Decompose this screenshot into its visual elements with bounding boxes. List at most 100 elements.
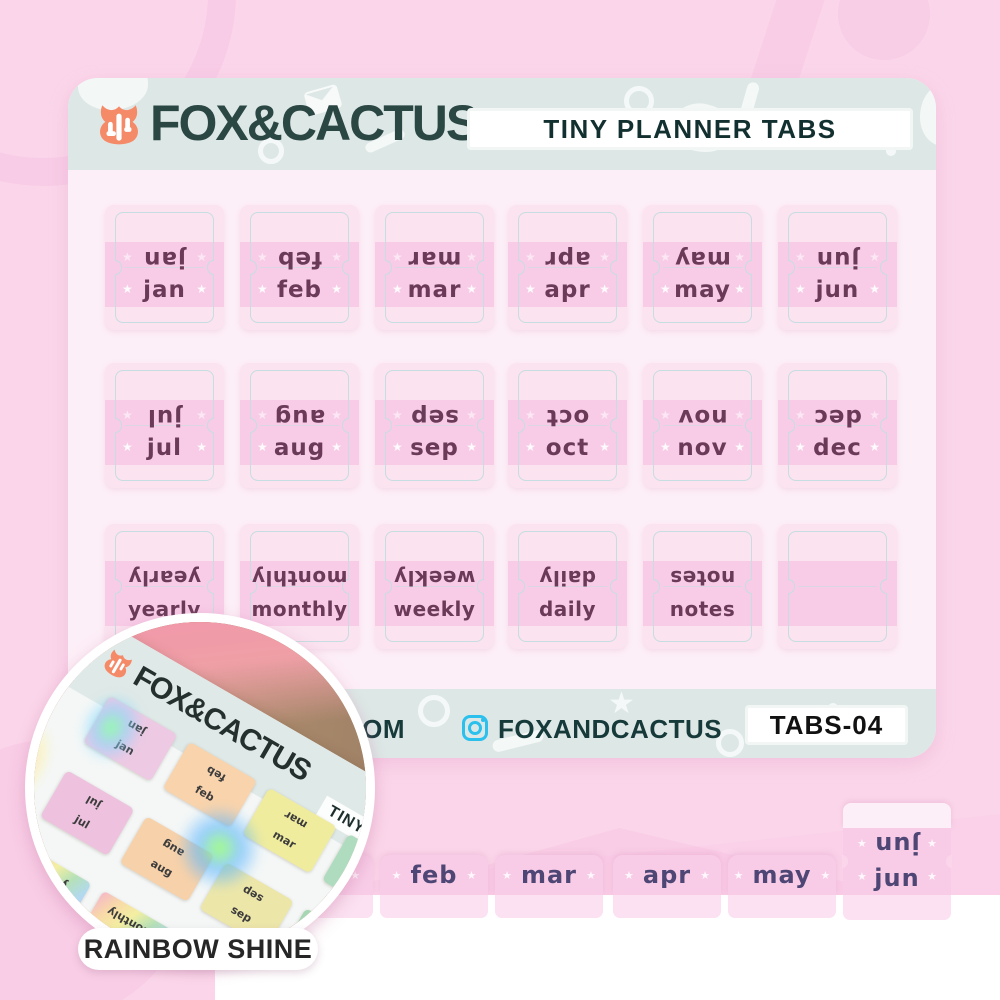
- sticker-fold-line: [528, 425, 607, 426]
- photo-sticker-sheet: FOX&CACTUS TINY PLANNER jan jan feb feb …: [34, 622, 366, 954]
- tab-label-mirrored: weekly: [393, 566, 476, 590]
- cut-notch: [477, 418, 484, 433]
- cut-notch: [745, 418, 752, 433]
- tab-label-mirrored: mar: [407, 246, 462, 272]
- sticker-fold-line: [528, 267, 607, 268]
- cut-notch: [880, 418, 887, 433]
- sticker-fold-line: [260, 425, 339, 426]
- star-icon: [466, 869, 476, 882]
- fox-cactus-logo-icon: [100, 105, 138, 145]
- sticker-tab-jan: jan jan: [105, 205, 224, 330]
- tab-label: nov: [677, 435, 728, 461]
- instagram-handle: FOXANDCACTUS: [498, 714, 723, 744]
- brand-logo-text: FOX&CACTUS: [150, 95, 479, 151]
- sticker-band: [643, 561, 762, 626]
- tab-label-mirrored: apr: [544, 246, 591, 272]
- tab-label-mirrored: nov: [677, 404, 728, 430]
- sticker-fold-line: [125, 425, 204, 426]
- sticker-tab-notes: notes notes: [643, 524, 762, 649]
- sticker-tab-aug: aug aug: [240, 363, 359, 488]
- cut-notch: [207, 260, 214, 275]
- tab-label: weekly: [393, 597, 476, 621]
- tab-label: may: [674, 277, 731, 303]
- mini-tab-jul: jul jul: [39, 770, 135, 856]
- sticker-fold-line: [663, 267, 742, 268]
- tab-label-mirrored: daily: [538, 566, 597, 590]
- cut-notch: [610, 260, 617, 275]
- tab-label: jun: [874, 864, 920, 892]
- sticker-fold-line: [663, 586, 742, 587]
- mockup-tab-mar: mar: [495, 855, 603, 918]
- tab-label-mirrored: aug: [273, 404, 326, 430]
- tab-label-mirrored: oct: [545, 404, 590, 430]
- sticker-tab-oct: oct oct: [508, 363, 627, 488]
- sticker-fold-line: [395, 586, 474, 587]
- mockup-tab-top: may: [728, 855, 836, 895]
- cut-notch: [610, 418, 617, 433]
- sticker-fold-line: [798, 425, 877, 426]
- mockup-tab-jun: jun jun: [842, 803, 952, 920]
- tab-label-mirrored: jun: [815, 246, 860, 272]
- tab-label: apr: [544, 277, 591, 303]
- tab-label: sep: [410, 435, 459, 461]
- sticker-tab-may: may may: [643, 205, 762, 330]
- mockup-tab-may: may: [728, 855, 836, 918]
- cut-notch: [880, 579, 887, 594]
- star-icon: [392, 869, 402, 882]
- sticker-fold-line: [395, 267, 474, 268]
- cut-notch: [477, 260, 484, 275]
- sticker-fold-line: [260, 267, 339, 268]
- tab-label: daily: [538, 597, 597, 621]
- tab-label: may: [752, 861, 812, 889]
- sticker-tab-daily: daily daily: [508, 524, 627, 649]
- tab-label-mirrored: notes: [669, 566, 736, 590]
- sticker-tab-jun: jun jun: [778, 205, 897, 330]
- mockup-tab-bottom: [843, 895, 951, 920]
- cut-notch: [880, 260, 887, 275]
- tab-label-mirrored: jan: [143, 246, 186, 272]
- cut-notch: [946, 855, 952, 868]
- cut-notch: [477, 579, 484, 594]
- mockup-tab-bottom: [728, 895, 836, 918]
- sticker-fold-line: [125, 267, 204, 268]
- tab-label: feb: [410, 861, 458, 889]
- sku-pill: TABS-04: [745, 705, 908, 745]
- sticker-tab-apr: apr apr: [508, 205, 627, 330]
- mockup-tab-top: apr: [613, 855, 721, 895]
- tab-label: oct: [545, 435, 590, 461]
- sticker-band: [240, 561, 359, 626]
- star-icon: [624, 869, 634, 882]
- cut-notch: [342, 418, 349, 433]
- mockup-tab-bottom: [380, 895, 488, 918]
- tab-label-mirrored: jul: [146, 404, 183, 430]
- sticker-fold-line: [528, 586, 607, 587]
- star-icon: [502, 869, 512, 882]
- sticker-tab-jul: jul jul: [105, 363, 224, 488]
- tab-label-mirrored: monthly: [251, 566, 348, 590]
- mockup-tab-liner: [843, 803, 951, 828]
- cut-notch: [342, 579, 349, 594]
- mockup-tab-bottom: [613, 895, 721, 918]
- tab-label-mirrored: may: [674, 246, 731, 272]
- sticker-fold-line: [395, 425, 474, 426]
- mockup-tab-top: mar: [495, 855, 603, 895]
- tab-label: mar: [520, 861, 578, 889]
- sticker-band: [508, 561, 627, 626]
- tab-label-mirrored: feb: [276, 246, 323, 272]
- product-title: TINY PLANNER TABS: [543, 113, 837, 144]
- star-icon: [734, 869, 744, 882]
- blob-doodle-icon: [920, 84, 936, 146]
- sticker-band: [778, 561, 897, 626]
- tab-label-mirrored: dec: [813, 404, 862, 430]
- star-icon: [700, 869, 710, 882]
- fox-cactus-logo-icon: [104, 649, 132, 678]
- mockup-tab-apr: apr: [613, 855, 721, 918]
- star-icon: [821, 869, 831, 882]
- sticker-sheet-card: FOX&CACTUS TINY PLANNER TABS jan jan feb…: [68, 78, 936, 758]
- tab-label-mirrored: yearly: [128, 566, 201, 590]
- tab-label: aug: [273, 435, 326, 461]
- tab-label: monthly: [251, 597, 348, 621]
- cut-notch: [745, 260, 752, 275]
- sticker-fold-line: [798, 586, 877, 587]
